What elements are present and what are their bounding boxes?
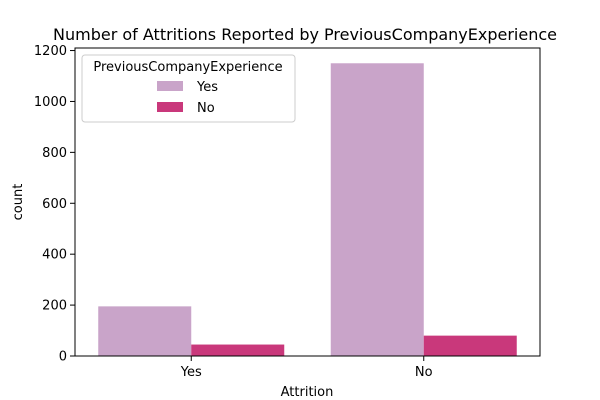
- y-tick-label: 800: [42, 146, 67, 161]
- legend-swatch-no: [157, 102, 183, 112]
- y-tick-label: 1000: [34, 95, 67, 110]
- bar-no-no: [423, 335, 517, 356]
- chart-title: Number of Attritions Reported by Previou…: [53, 25, 557, 44]
- y-tick-label: 0: [59, 350, 67, 365]
- y-tick-label: 600: [42, 197, 67, 212]
- bar-yes-no: [191, 344, 285, 356]
- y-axis: 0 200 400 600 800 1000 1200: [34, 44, 75, 365]
- y-tick-label: 1200: [34, 44, 67, 59]
- legend-label-no: No: [197, 101, 215, 116]
- legend-swatch-yes: [157, 81, 183, 91]
- x-tick-label: No: [415, 365, 433, 380]
- plot-frame: [74, 47, 541, 357]
- bar-yes-yes: [98, 306, 192, 356]
- legend-box: [81, 54, 296, 123]
- legend-label-yes: Yes: [196, 80, 218, 95]
- x-tick-label: Yes: [180, 365, 202, 380]
- legend: PreviousCompanyExperience Yes No: [81, 54, 296, 123]
- bars: [98, 63, 517, 356]
- y-axis-label: count: [11, 184, 26, 221]
- bar-no-yes: [330, 63, 424, 356]
- x-axis-label: Attrition: [281, 385, 334, 400]
- legend-title: PreviousCompanyExperience: [93, 60, 282, 75]
- y-tick-label: 400: [42, 248, 67, 263]
- y-tick-label: 200: [42, 299, 67, 314]
- x-axis: Yes No: [180, 356, 433, 380]
